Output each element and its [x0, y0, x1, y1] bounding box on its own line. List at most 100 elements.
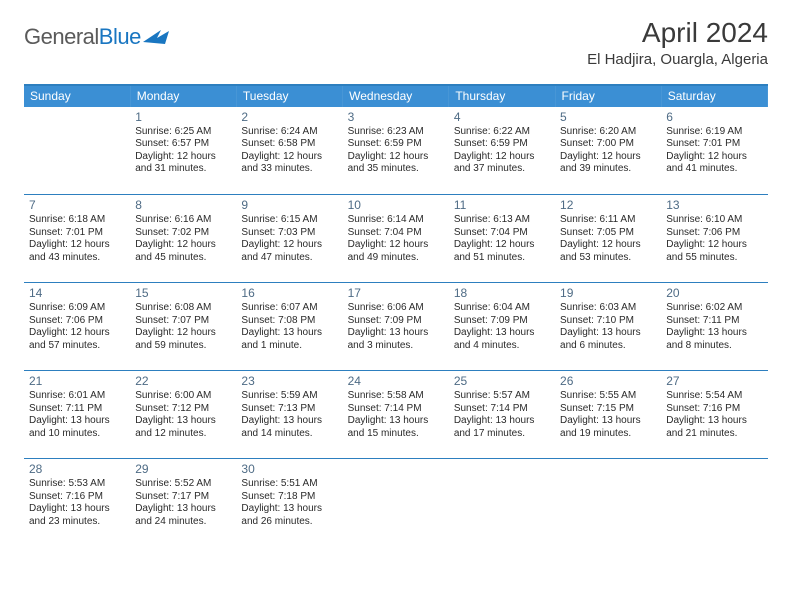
- calendar-cell: 22Sunrise: 6:00 AMSunset: 7:12 PMDayligh…: [130, 371, 236, 459]
- calendar-week-row: 7Sunrise: 6:18 AMSunset: 7:01 PMDaylight…: [24, 195, 768, 283]
- sunset-line: Sunset: 7:15 PM: [560, 403, 656, 416]
- day-number: 29: [135, 462, 231, 477]
- day-number: 14: [29, 286, 125, 301]
- sunrise-line: Sunrise: 5:52 AM: [135, 478, 231, 491]
- day-number: 27: [666, 374, 762, 389]
- sunrise-line: Sunrise: 6:09 AM: [29, 302, 125, 315]
- sunset-line: Sunset: 7:12 PM: [135, 403, 231, 416]
- calendar-cell: 8Sunrise: 6:16 AMSunset: 7:02 PMDaylight…: [130, 195, 236, 283]
- calendar-cell: 5Sunrise: 6:20 AMSunset: 7:00 PMDaylight…: [555, 107, 661, 195]
- day-header: Sunday: [24, 85, 130, 107]
- daylight-line: Daylight: 12 hours and 49 minutes.: [348, 239, 444, 264]
- day-number: 3: [348, 110, 444, 125]
- calendar-cell: 4Sunrise: 6:22 AMSunset: 6:59 PMDaylight…: [449, 107, 555, 195]
- calendar-head: SundayMondayTuesdayWednesdayThursdayFrid…: [24, 85, 768, 107]
- day-number: 8: [135, 198, 231, 213]
- daylight-line: Daylight: 13 hours and 8 minutes.: [666, 327, 762, 352]
- calendar-table: SundayMondayTuesdayWednesdayThursdayFrid…: [24, 84, 768, 547]
- calendar-cell: 30Sunrise: 5:51 AMSunset: 7:18 PMDayligh…: [236, 459, 342, 547]
- sunset-line: Sunset: 6:57 PM: [135, 138, 231, 151]
- calendar-cell: 9Sunrise: 6:15 AMSunset: 7:03 PMDaylight…: [236, 195, 342, 283]
- calendar-cell: 20Sunrise: 6:02 AMSunset: 7:11 PMDayligh…: [661, 283, 767, 371]
- daylight-line: Daylight: 13 hours and 4 minutes.: [454, 327, 550, 352]
- day-number: 22: [135, 374, 231, 389]
- sunrise-line: Sunrise: 6:01 AM: [29, 390, 125, 403]
- sunrise-line: Sunrise: 5:55 AM: [560, 390, 656, 403]
- day-number: 20: [666, 286, 762, 301]
- calendar-cell: 14Sunrise: 6:09 AMSunset: 7:06 PMDayligh…: [24, 283, 130, 371]
- day-number: 13: [666, 198, 762, 213]
- sunrise-line: Sunrise: 5:58 AM: [348, 390, 444, 403]
- calendar-cell: 17Sunrise: 6:06 AMSunset: 7:09 PMDayligh…: [343, 283, 449, 371]
- sunset-line: Sunset: 7:16 PM: [29, 491, 125, 504]
- day-number: 24: [348, 374, 444, 389]
- calendar-cell: 18Sunrise: 6:04 AMSunset: 7:09 PMDayligh…: [449, 283, 555, 371]
- sunset-line: Sunset: 7:16 PM: [666, 403, 762, 416]
- sunset-line: Sunset: 7:04 PM: [454, 227, 550, 240]
- sunset-line: Sunset: 7:14 PM: [454, 403, 550, 416]
- calendar-cell: 21Sunrise: 6:01 AMSunset: 7:11 PMDayligh…: [24, 371, 130, 459]
- sunrise-line: Sunrise: 6:04 AM: [454, 302, 550, 315]
- calendar-week-row: 28Sunrise: 5:53 AMSunset: 7:16 PMDayligh…: [24, 459, 768, 547]
- day-number: 30: [241, 462, 337, 477]
- calendar-cell: 23Sunrise: 5:59 AMSunset: 7:13 PMDayligh…: [236, 371, 342, 459]
- calendar-cell: 24Sunrise: 5:58 AMSunset: 7:14 PMDayligh…: [343, 371, 449, 459]
- calendar-cell: 10Sunrise: 6:14 AMSunset: 7:04 PMDayligh…: [343, 195, 449, 283]
- sunset-line: Sunset: 7:03 PM: [241, 227, 337, 240]
- header: GeneralBlue April 2024 El Hadjira, Ouarg…: [24, 18, 768, 68]
- calendar-cell: 1Sunrise: 6:25 AMSunset: 6:57 PMDaylight…: [130, 107, 236, 195]
- sunrise-line: Sunrise: 6:06 AM: [348, 302, 444, 315]
- day-number: 23: [241, 374, 337, 389]
- calendar-cell: 7Sunrise: 6:18 AMSunset: 7:01 PMDaylight…: [24, 195, 130, 283]
- sunset-line: Sunset: 7:18 PM: [241, 491, 337, 504]
- sunset-line: Sunset: 7:02 PM: [135, 227, 231, 240]
- daylight-line: Daylight: 13 hours and 1 minute.: [241, 327, 337, 352]
- sunset-line: Sunset: 6:59 PM: [348, 138, 444, 151]
- calendar-cell: 28Sunrise: 5:53 AMSunset: 7:16 PMDayligh…: [24, 459, 130, 547]
- calendar-cell: 26Sunrise: 5:55 AMSunset: 7:15 PMDayligh…: [555, 371, 661, 459]
- sunset-line: Sunset: 7:05 PM: [560, 227, 656, 240]
- daylight-line: Daylight: 13 hours and 12 minutes.: [135, 415, 231, 440]
- daylight-line: Daylight: 13 hours and 10 minutes.: [29, 415, 125, 440]
- calendar-cell: 12Sunrise: 6:11 AMSunset: 7:05 PMDayligh…: [555, 195, 661, 283]
- day-header-row: SundayMondayTuesdayWednesdayThursdayFrid…: [24, 85, 768, 107]
- day-number: 15: [135, 286, 231, 301]
- day-number: 12: [560, 198, 656, 213]
- calendar-cell: [449, 459, 555, 547]
- logo-blue: Blue: [99, 24, 141, 49]
- calendar-week-row: 14Sunrise: 6:09 AMSunset: 7:06 PM Dayligh…: [24, 283, 768, 371]
- calendar-cell: 2Sunrise: 6:24 AMSunset: 6:58 PMDaylight…: [236, 107, 342, 195]
- day-header: Thursday: [449, 85, 555, 107]
- day-number: 9: [241, 198, 337, 213]
- calendar-cell: 27Sunrise: 5:54 AMSunset: 7:16 PMDayligh…: [661, 371, 767, 459]
- daylight-line: Daylight: 12 hours and 47 minutes.: [241, 239, 337, 264]
- day-header: Wednesday: [343, 85, 449, 107]
- calendar-cell: [343, 459, 449, 547]
- sunrise-line: Sunrise: 6:25 AM: [135, 126, 231, 139]
- calendar-week-row: 1Sunrise: 6:25 AMSunset: 6:57 PMDaylight…: [24, 107, 768, 195]
- day-number: 1: [135, 110, 231, 125]
- calendar-cell: 13Sunrise: 6:10 AMSunset: 7:06 PMDayligh…: [661, 195, 767, 283]
- sunset-line: Sunset: 7:06 PM: [666, 227, 762, 240]
- daylight-line: Daylight: 12 hours and 53 minutes.: [560, 239, 656, 264]
- day-number: 6: [666, 110, 762, 125]
- daylight-line: Daylight: 13 hours and 24 minutes.: [135, 503, 231, 528]
- sunset-line: Sunset: 7:00 PM: [560, 138, 656, 151]
- daylight-line: Daylight: 12 hours and 51 minutes.: [454, 239, 550, 264]
- sunset-line: Sunset: 7:13 PM: [241, 403, 337, 416]
- daylight-line: Daylight: 13 hours and 21 minutes.: [666, 415, 762, 440]
- calendar-cell: 3Sunrise: 6:23 AMSunset: 6:59 PMDaylight…: [343, 107, 449, 195]
- day-number: 11: [454, 198, 550, 213]
- daylight-line: Daylight: 12 hours and 55 minutes.: [666, 239, 762, 264]
- sunset-line: Sunset: 7:06 PM: [29, 315, 125, 328]
- sunset-line: Sunset: 7:04 PM: [348, 227, 444, 240]
- calendar-cell: 16Sunrise: 6:07 AMSunset: 7:08 PMDayligh…: [236, 283, 342, 371]
- sunset-line: Sunset: 7:11 PM: [29, 403, 125, 416]
- sunrise-line: Sunrise: 6:11 AM: [560, 214, 656, 227]
- sunrise-line: Sunrise: 6:20 AM: [560, 126, 656, 139]
- daylight-line: Daylight: 12 hours and 43 minutes.: [29, 239, 125, 264]
- month-title: April 2024: [587, 18, 768, 49]
- sunrise-line: Sunrise: 6:18 AM: [29, 214, 125, 227]
- daylight-line: Daylight: 13 hours and 23 minutes.: [29, 503, 125, 528]
- sunset-line: Sunset: 7:11 PM: [666, 315, 762, 328]
